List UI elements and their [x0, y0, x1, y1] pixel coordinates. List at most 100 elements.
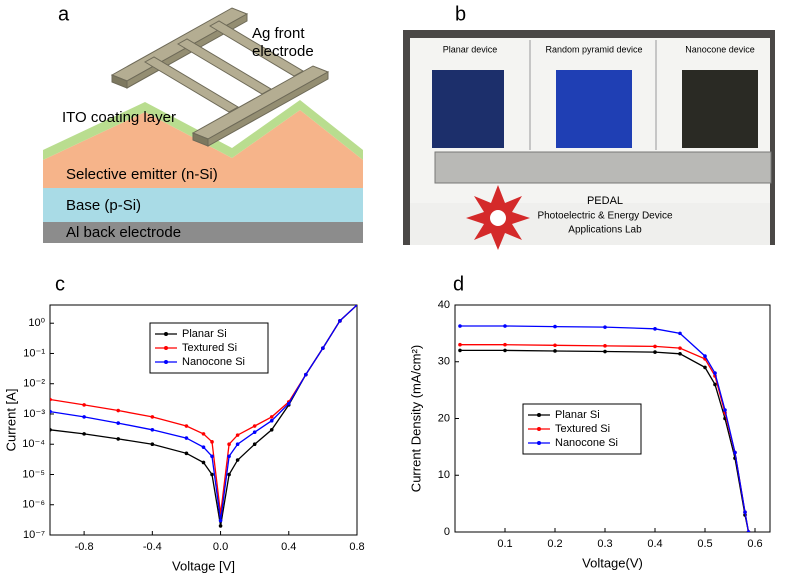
series-marker: [458, 348, 462, 353]
x-tick-label: 0.4: [281, 541, 296, 553]
series-marker: [150, 442, 155, 447]
series-marker: [210, 454, 214, 459]
series-marker: [116, 421, 121, 425]
legend-label: Planar Si: [555, 409, 600, 421]
series-marker: [286, 401, 291, 406]
emitter-layer: [43, 110, 363, 188]
panel-label: c: [55, 273, 65, 295]
x-tick-label: -0.4: [143, 541, 162, 553]
series-marker: [553, 324, 557, 329]
series-line: [460, 325, 750, 532]
ag-electrode: [110, 7, 330, 147]
series-marker: [116, 437, 121, 441]
series-line: [460, 349, 750, 532]
diagram-label: ITO coating layer: [62, 109, 176, 126]
legend-marker: [537, 427, 541, 431]
x-tick-label: 0.6: [747, 538, 762, 550]
y-axis-title: Current Density (mA/cm²): [408, 345, 423, 492]
series-marker: [150, 427, 155, 432]
series-marker: [235, 442, 240, 447]
legend-label: Textured Si: [182, 342, 237, 354]
series-marker: [269, 427, 274, 432]
panel-label: d: [453, 273, 464, 295]
x-tick-label: 0.5: [697, 538, 712, 550]
series-marker: [50, 397, 52, 402]
x-tick-label: 0.4: [647, 538, 662, 550]
photo-card-lower: [410, 203, 770, 245]
diagram-label: Base (p-Si): [66, 197, 141, 214]
al-layer: [43, 222, 363, 243]
y-tick-label: 10⁻²: [23, 378, 45, 390]
series-marker: [304, 372, 308, 377]
series-marker: [503, 324, 507, 328]
series-marker: [201, 445, 206, 449]
x-tick-label: 0.3: [597, 538, 612, 550]
series-marker: [227, 454, 231, 459]
legend-label: Nanocone Si: [182, 356, 245, 368]
series-marker: [503, 348, 507, 353]
y-tick-label: 0: [444, 526, 450, 538]
series-marker: [269, 415, 274, 419]
series-marker: [703, 354, 707, 358]
series-marker: [603, 325, 607, 329]
series-marker: [653, 327, 657, 331]
series-marker: [50, 428, 52, 432]
series-marker: [252, 430, 257, 434]
legend-marker: [164, 346, 168, 350]
series-marker: [210, 472, 214, 477]
diagram-label: electrode: [252, 43, 314, 60]
series-marker: [252, 442, 257, 447]
series-marker: [603, 349, 607, 354]
x-tick-label: -0.8: [75, 541, 94, 553]
series-marker: [150, 415, 155, 419]
panel-label: b: [455, 3, 466, 25]
planar-cell: [432, 70, 504, 148]
series-marker: [553, 349, 557, 353]
series-marker: [218, 518, 223, 523]
x-tick-label: 0.1: [497, 538, 512, 550]
series-marker: [235, 458, 240, 462]
series-marker: [338, 319, 342, 323]
series-marker: [82, 415, 86, 419]
series-marker: [653, 350, 657, 354]
x-axis-title: Voltage [V]: [172, 558, 235, 573]
y-tick-label: 20: [438, 412, 450, 424]
series-marker: [713, 382, 717, 387]
series-marker: [678, 352, 682, 356]
series-marker: [201, 432, 206, 436]
ruler: [434, 151, 772, 184]
series-marker: [184, 436, 189, 440]
series-marker: [321, 346, 325, 350]
nanocone-cell: [682, 70, 758, 148]
lab-name: Applications Lab: [568, 225, 642, 236]
series-marker: [553, 343, 557, 348]
device-photo: Planar device Random pyramid device Nano…: [403, 30, 775, 250]
series-marker: [210, 440, 214, 444]
y-tick-label: 10⁻³: [23, 408, 45, 420]
legend-marker: [537, 413, 541, 417]
y-tick-label: 10⁻⁷: [23, 529, 45, 541]
series-marker: [703, 365, 707, 370]
series-marker: [713, 371, 717, 375]
y-tick-label: 10⁻⁶: [22, 499, 45, 511]
series-marker: [82, 432, 86, 436]
diagram-label: Ag front: [252, 25, 305, 42]
y-tick-label: 10⁻⁵: [22, 468, 45, 480]
legend-marker: [164, 360, 168, 364]
legend-label: Nanocone Si: [555, 437, 618, 449]
series-marker: [355, 305, 357, 307]
legend-label: Planar Si: [182, 328, 227, 340]
device-label: Nanocone device: [685, 44, 755, 54]
lab-name: Photoelectric & Energy Device: [537, 211, 673, 222]
series-marker: [116, 408, 121, 413]
series-marker: [678, 331, 682, 336]
series-marker: [252, 424, 257, 428]
series-marker: [184, 424, 189, 428]
series-marker: [201, 460, 206, 465]
series-marker: [503, 342, 507, 347]
panel-label: a: [58, 3, 70, 25]
y-tick-label: 40: [438, 299, 450, 311]
series-marker: [227, 442, 231, 447]
series-marker: [269, 418, 274, 423]
